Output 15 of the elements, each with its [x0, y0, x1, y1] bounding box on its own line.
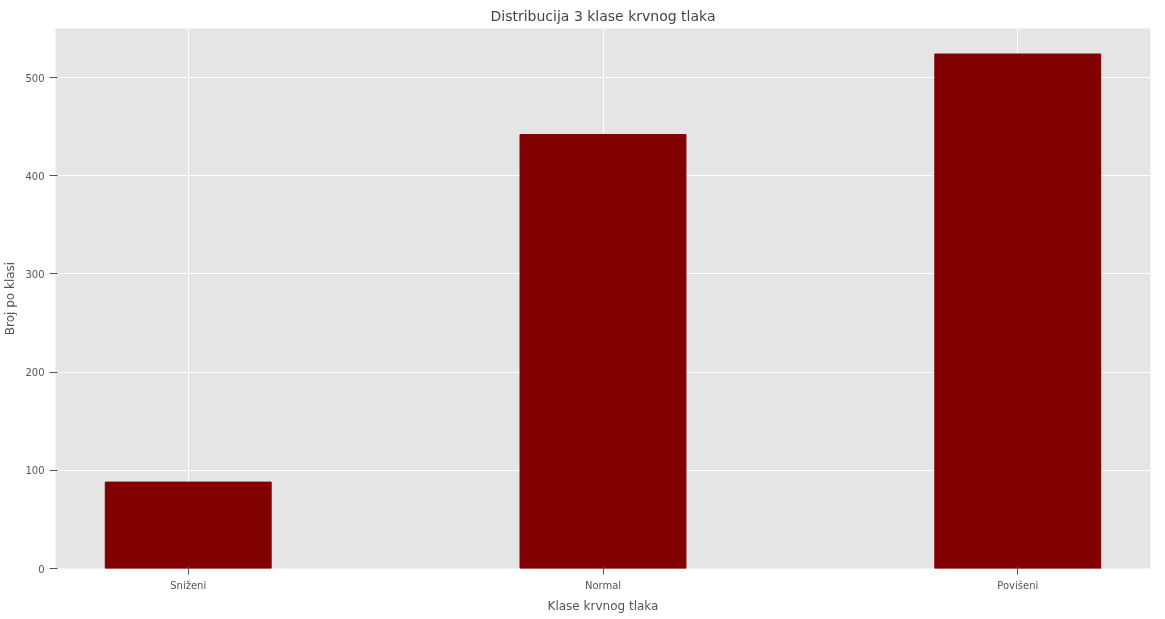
y-tick-label: 300: [25, 268, 45, 280]
bar: [519, 134, 687, 569]
y-tick-label: 0: [38, 563, 45, 575]
y-tick-label: 200: [25, 367, 45, 379]
y-axis-title: Broj po klasi: [3, 261, 18, 336]
chart-title: Distribucija 3 klase krvnog tlaka: [490, 7, 716, 24]
bar: [934, 53, 1102, 569]
y-tick-label: 400: [25, 170, 45, 182]
x-tick-label: Normal: [584, 579, 622, 591]
x-axis-title: Klase krvnog tlaka: [547, 598, 659, 613]
x-tick-label: Povišeni: [997, 579, 1039, 591]
bar: [104, 481, 272, 569]
y-tick-label: 500: [25, 72, 45, 84]
y-tick-label: 100: [25, 465, 45, 477]
x-tick-label: Sniženi: [170, 579, 207, 591]
